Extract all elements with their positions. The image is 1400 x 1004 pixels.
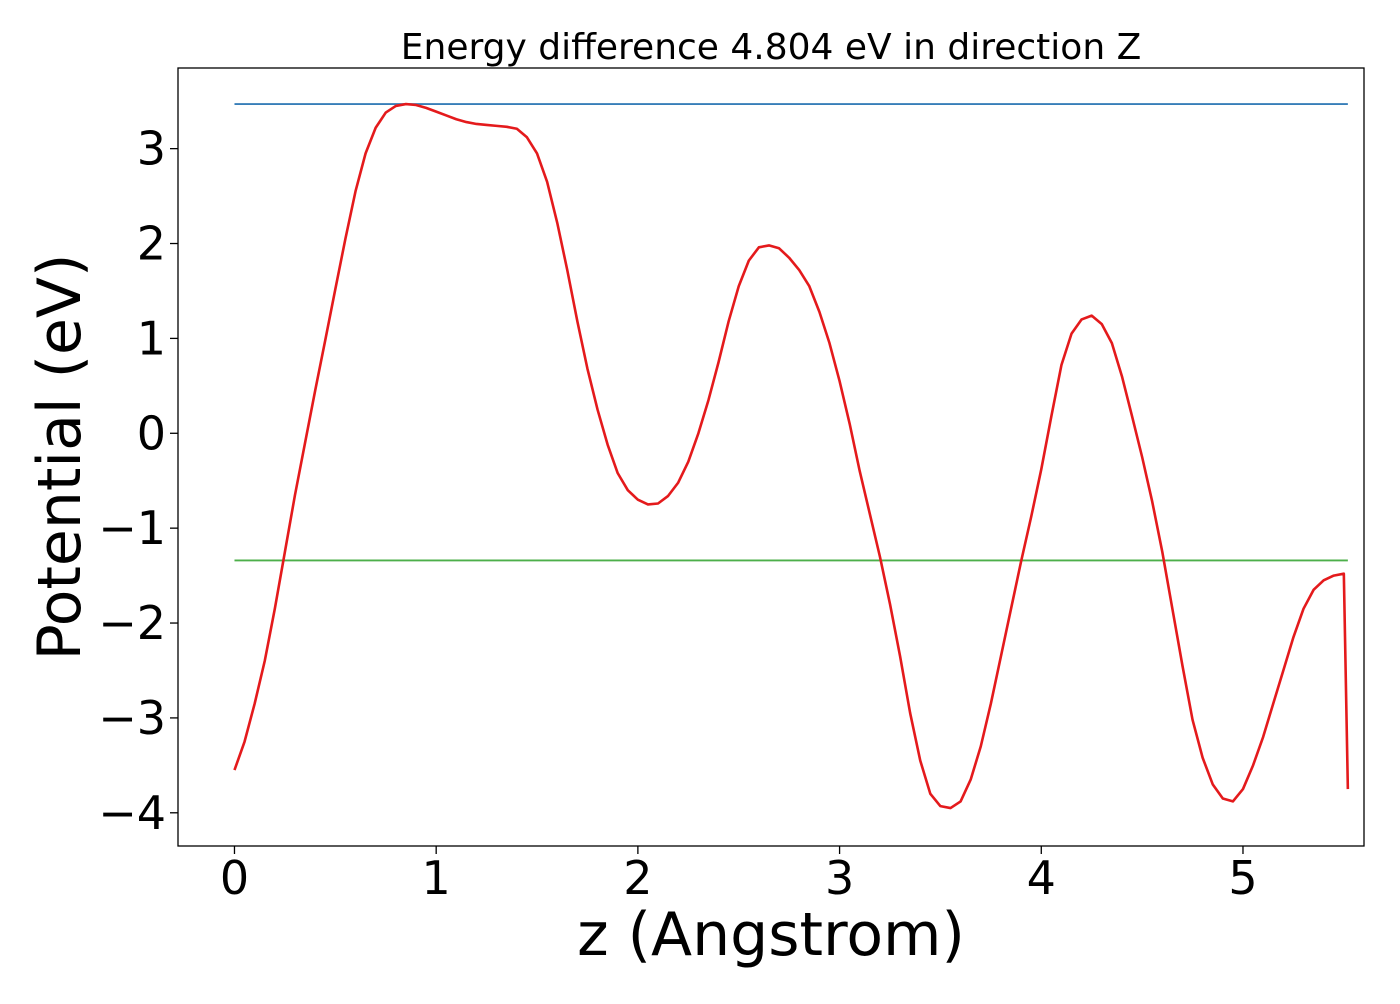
y-tick-label: −1: [98, 501, 166, 555]
y-tick-label: 2: [137, 217, 166, 271]
y-tick-label: 1: [137, 311, 166, 365]
y-tick-label: −4: [98, 786, 166, 840]
series-layer: [233, 102, 1350, 810]
y-tick-label: −3: [98, 691, 166, 745]
plot-frame: [177, 67, 1365, 847]
x-tick-label: 0: [220, 851, 249, 905]
series-line-0: [233, 102, 1350, 810]
chart-title: Energy difference 4.804 eV in direction …: [401, 27, 1142, 68]
x-tick-label: 2: [623, 851, 652, 905]
y-tick-label: −2: [98, 596, 166, 650]
x-tick-label: 4: [1027, 851, 1056, 905]
y-tick-label: 0: [137, 406, 166, 460]
x-axis: 0 1 2 3 4 5: [220, 846, 1258, 905]
x-tick-label: 1: [422, 851, 451, 905]
y-axis-label: Potential (eV): [25, 254, 95, 661]
x-tick-label: 3: [825, 851, 854, 905]
y-axis: 3 2 1 0 −1 −2 −3 −4: [98, 122, 178, 840]
y-tick-label: 3: [137, 122, 166, 176]
x-axis-label: z (Angstrom): [577, 900, 965, 970]
x-tick-label: 5: [1228, 851, 1257, 905]
